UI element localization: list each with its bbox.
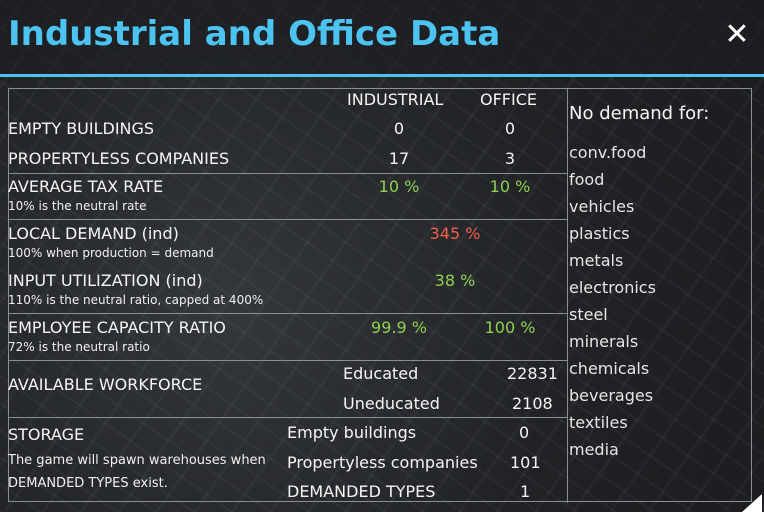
uneducated-label: Uneducated xyxy=(343,394,440,413)
no-demand-item: media xyxy=(569,440,619,459)
input-utilization-note: 110% is the neutral ratio, capped at 400… xyxy=(8,293,264,307)
row-divider xyxy=(9,173,567,174)
no-demand-item: beverages xyxy=(569,386,654,405)
data-panel xyxy=(8,88,752,503)
no-demand-item: minerals xyxy=(569,332,639,351)
employee-capacity-office: 100 % xyxy=(484,318,536,337)
storage-empty-buildings-label: Empty buildings xyxy=(287,423,417,442)
no-demand-item: chemicals xyxy=(569,359,650,378)
window-title: Industrial and Office Data xyxy=(8,14,501,54)
storage-propertyless-value: 101 xyxy=(510,453,541,472)
empty-buildings-office: 0 xyxy=(504,119,516,138)
local-demand-label: LOCAL DEMAND (ind) xyxy=(8,224,179,243)
no-demand-item: steel xyxy=(569,305,608,324)
employee-capacity-note: 72% is the neutral ratio xyxy=(8,340,150,354)
input-utilization-value: 38 % xyxy=(434,271,476,290)
empty-buildings-industrial: 0 xyxy=(393,119,405,138)
column-header-industrial: INDUSTRIAL xyxy=(347,90,444,109)
no-demand-item: electronics xyxy=(569,278,656,297)
no-demand-title: No demand for: xyxy=(569,103,710,124)
propertyless-companies-label: PROPERTYLESS COMPANIES xyxy=(8,149,230,168)
employee-capacity-industrial: 99.9 % xyxy=(371,318,427,337)
uneducated-value: 2108 xyxy=(512,394,553,413)
row-divider xyxy=(9,417,567,418)
input-utilization-label: INPUT UTILIZATION (ind) xyxy=(8,271,203,290)
column-header-office: OFFICE xyxy=(480,90,537,109)
close-icon[interactable]: ✕ xyxy=(724,17,750,52)
window-header: Industrial and Office Data ✕ xyxy=(0,0,764,74)
local-demand-note: 100% when production = demand xyxy=(8,246,214,260)
educated-value: 22831 xyxy=(507,364,558,383)
local-demand-value: 345 % xyxy=(429,224,481,243)
tax-rate-industrial: 10 % xyxy=(378,177,420,196)
no-demand-item: textiles xyxy=(569,413,628,432)
storage-label: STORAGE xyxy=(8,425,85,444)
no-demand-item: vehicles xyxy=(569,197,635,216)
educated-label: Educated xyxy=(343,364,419,383)
column-divider xyxy=(567,89,568,503)
row-divider xyxy=(9,219,567,220)
propertyless-office: 3 xyxy=(504,149,516,168)
demanded-types-label: DEMANDED TYPES xyxy=(287,482,436,501)
header-divider xyxy=(0,74,764,77)
storage-note-line2: DEMANDED TYPES exist. xyxy=(8,476,168,491)
no-demand-item: conv.food xyxy=(569,143,647,162)
tax-rate-office: 10 % xyxy=(489,177,531,196)
storage-propertyless-label: Propertyless companies xyxy=(287,453,478,472)
resize-corner-icon[interactable] xyxy=(742,494,762,512)
storage-empty-buildings-value: 0 xyxy=(519,423,530,442)
demanded-types-value: 1 xyxy=(520,482,531,501)
average-tax-rate-note: 10% is the neutral rate xyxy=(8,199,147,213)
row-divider xyxy=(9,360,567,361)
available-workforce-label: AVAILABLE WORKFORCE xyxy=(8,375,203,394)
no-demand-item: plastics xyxy=(569,224,630,243)
empty-buildings-label: EMPTY BUILDINGS xyxy=(8,119,155,138)
employee-capacity-label: EMPLOYEE CAPACITY RATIO xyxy=(8,318,226,337)
average-tax-rate-label: AVERAGE TAX RATE xyxy=(8,177,164,196)
row-divider xyxy=(9,313,567,314)
no-demand-item: food xyxy=(569,170,605,189)
no-demand-item: metals xyxy=(569,251,624,270)
propertyless-industrial: 17 xyxy=(388,149,410,168)
storage-note-line1: The game will spawn warehouses when xyxy=(8,453,266,468)
